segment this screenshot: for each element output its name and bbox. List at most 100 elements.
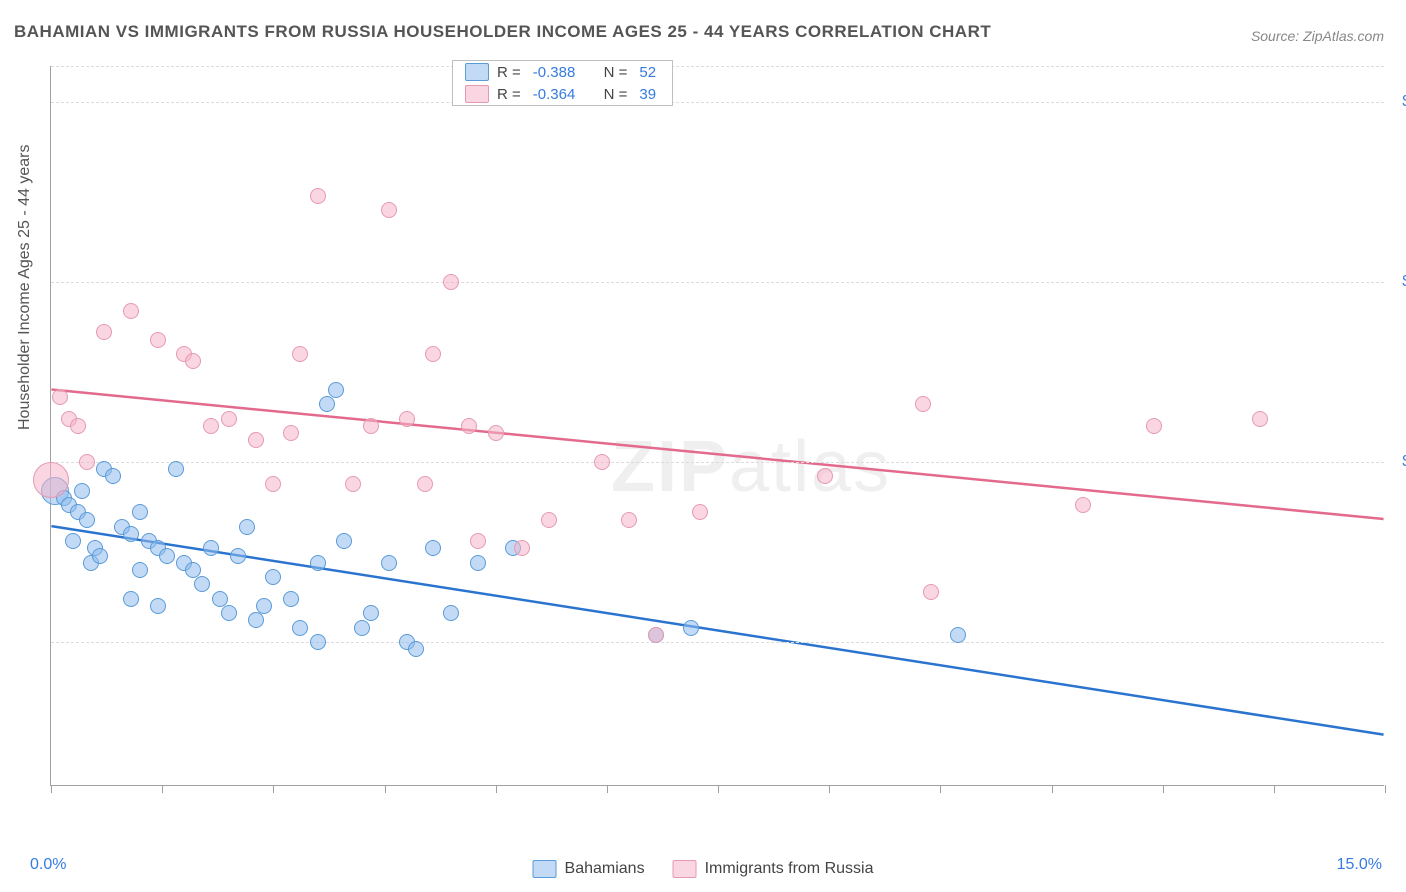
scatter-point-series-2 <box>345 476 361 492</box>
scatter-point-series-2 <box>381 202 397 218</box>
scatter-point-series-1 <box>123 591 139 607</box>
scatter-point-series-2 <box>648 627 664 643</box>
n-value: 39 <box>639 86 656 103</box>
scatter-point-series-2 <box>221 411 237 427</box>
y-tick-label: $100,000 <box>1389 453 1406 471</box>
n-label: N = <box>604 64 628 81</box>
n-value: 52 <box>639 64 656 81</box>
y-tick-label: $200,000 <box>1389 93 1406 111</box>
legend-item-2: Immigrants from Russia <box>673 860 874 878</box>
scatter-point-series-1 <box>185 562 201 578</box>
r-value: -0.364 <box>533 86 576 103</box>
scatter-point-series-1 <box>79 512 95 528</box>
scatter-point-series-2 <box>310 188 326 204</box>
scatter-point-series-1 <box>425 540 441 556</box>
scatter-point-series-2 <box>292 346 308 362</box>
legend-swatch-2 <box>673 860 697 878</box>
scatter-point-series-1 <box>363 605 379 621</box>
y-tick-label: $50,000 <box>1389 633 1406 651</box>
x-tick <box>273 785 274 793</box>
scatter-point-series-2 <box>70 418 86 434</box>
scatter-point-series-2 <box>621 512 637 528</box>
legend-swatch-1 <box>533 860 557 878</box>
scatter-point-series-1 <box>132 562 148 578</box>
scatter-point-series-2 <box>461 418 477 434</box>
watermark-text: ZIPatlas <box>611 426 891 508</box>
scatter-point-series-2 <box>96 324 112 340</box>
x-tick <box>51 785 52 793</box>
r-label: R = <box>497 64 521 81</box>
scatter-point-series-2 <box>1252 411 1268 427</box>
x-tick <box>1385 785 1386 793</box>
x-axis-min-label: 0.0% <box>30 856 66 874</box>
legend-label-2: Immigrants from Russia <box>705 860 874 878</box>
y-tick-label: $150,000 <box>1389 273 1406 291</box>
scatter-point-series-1 <box>212 591 228 607</box>
scatter-point-series-1 <box>470 555 486 571</box>
scatter-point-series-2 <box>248 432 264 448</box>
scatter-point-series-2 <box>203 418 219 434</box>
scatter-point-series-2 <box>283 425 299 441</box>
scatter-point-series-1 <box>194 576 210 592</box>
trend-lines-layer <box>51 66 1384 785</box>
scatter-point-series-1 <box>292 620 308 636</box>
scatter-point-series-1 <box>105 468 121 484</box>
scatter-point-series-1 <box>123 526 139 542</box>
scatter-point-series-1 <box>92 548 108 564</box>
scatter-point-series-1 <box>221 605 237 621</box>
x-tick <box>385 785 386 793</box>
scatter-point-series-2 <box>817 468 833 484</box>
scatter-point-series-1 <box>950 627 966 643</box>
scatter-point-series-2 <box>692 504 708 520</box>
trend-line <box>51 390 1383 519</box>
gridline <box>51 282 1384 283</box>
x-tick <box>1163 785 1164 793</box>
x-tick <box>162 785 163 793</box>
scatter-point-series-1 <box>443 605 459 621</box>
legend-item-1: Bahamians <box>533 860 645 878</box>
scatter-point-series-1 <box>310 634 326 650</box>
scatter-point-series-2 <box>541 512 557 528</box>
x-tick <box>1052 785 1053 793</box>
scatter-plot-area: ZIPatlas $50,000$100,000$150,000$200,000 <box>50 66 1384 786</box>
trend-line <box>51 526 1383 735</box>
x-tick <box>940 785 941 793</box>
x-tick <box>718 785 719 793</box>
scatter-point-series-2 <box>52 389 68 405</box>
scatter-point-series-2 <box>185 353 201 369</box>
series-1-swatch <box>465 63 489 81</box>
r-label: R = <box>497 86 521 103</box>
scatter-point-series-1 <box>239 519 255 535</box>
scatter-point-series-2 <box>915 396 931 412</box>
scatter-point-series-1 <box>159 548 175 564</box>
scatter-point-series-1 <box>132 504 148 520</box>
correlation-row-2: R = -0.364 N = 39 <box>453 83 672 105</box>
scatter-point-series-2 <box>923 584 939 600</box>
r-value: -0.388 <box>533 64 576 81</box>
scatter-point-series-1 <box>408 641 424 657</box>
scatter-point-series-1 <box>683 620 699 636</box>
source-attribution: Source: ZipAtlas.com <box>1251 28 1384 44</box>
y-axis-title: Householder Income Ages 25 - 44 years <box>16 145 34 431</box>
gridline <box>51 102 1384 103</box>
scatter-point-series-1 <box>65 533 81 549</box>
scatter-point-series-2 <box>33 462 69 498</box>
scatter-point-series-1 <box>256 598 272 614</box>
scatter-point-series-1 <box>203 540 219 556</box>
scatter-point-series-2 <box>150 332 166 348</box>
x-tick <box>829 785 830 793</box>
scatter-point-series-2 <box>417 476 433 492</box>
scatter-point-series-1 <box>168 461 184 477</box>
scatter-point-series-2 <box>265 476 281 492</box>
x-tick <box>1274 785 1275 793</box>
chart-title: BAHAMIAN VS IMMIGRANTS FROM RUSSIA HOUSE… <box>14 22 991 42</box>
scatter-point-series-1 <box>283 591 299 607</box>
scatter-point-series-1 <box>310 555 326 571</box>
scatter-point-series-2 <box>443 274 459 290</box>
scatter-point-series-1 <box>74 483 90 499</box>
x-axis-max-label: 15.0% <box>1337 856 1382 874</box>
scatter-point-series-2 <box>123 303 139 319</box>
gridline <box>51 66 1384 67</box>
scatter-point-series-2 <box>1146 418 1162 434</box>
scatter-point-series-1 <box>319 396 335 412</box>
